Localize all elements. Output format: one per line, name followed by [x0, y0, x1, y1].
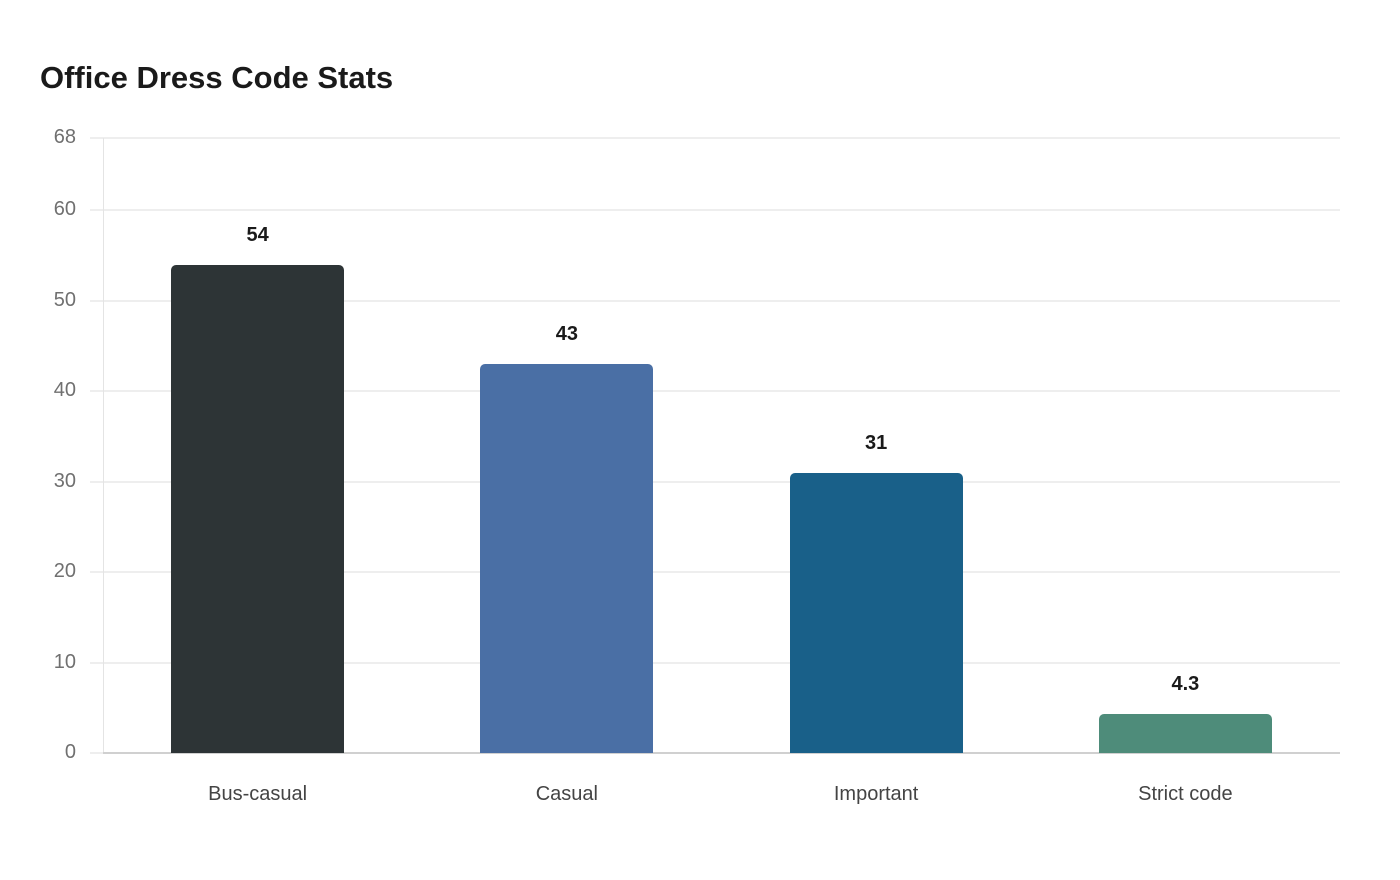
y-tick-label: 10 [53, 650, 76, 673]
x-tick-label: Strict code [1138, 783, 1233, 805]
bar-value-label: 43 [555, 323, 578, 346]
y-axis-line [103, 138, 104, 754]
bar-value-label: 4.3 [1171, 673, 1200, 696]
y-tick-label: 50 [53, 288, 76, 311]
gridline [90, 390, 1340, 393]
gridline [90, 209, 1340, 212]
bar-bus-casual[interactable] [171, 264, 345, 753]
gridline [90, 571, 1340, 574]
chart-title: Office Dress Code Stats [40, 60, 394, 95]
bar-value-label: 54 [246, 223, 269, 246]
gridline [90, 480, 1340, 483]
y-tick-label: 60 [53, 198, 76, 221]
bar-casual[interactable] [480, 364, 654, 753]
gridline [90, 299, 1340, 302]
x-axis-line [103, 752, 1340, 754]
bar-important[interactable] [789, 472, 963, 753]
y-tick-label: 30 [53, 469, 76, 492]
y-tick-label: 0 [64, 741, 76, 763]
bar-strict-code[interactable] [1098, 714, 1272, 753]
x-tick-label: Bus-casual [208, 783, 308, 805]
gridline [90, 137, 1340, 139]
bar-value-label: 31 [865, 431, 888, 454]
y-tick-label: 40 [53, 379, 76, 402]
y-tick-label: 20 [53, 560, 76, 583]
x-tick-label: Casual [535, 783, 598, 805]
x-tick-label: Important [833, 783, 919, 805]
y-tick-label: 68 [53, 126, 76, 148]
gridline [90, 661, 1340, 664]
